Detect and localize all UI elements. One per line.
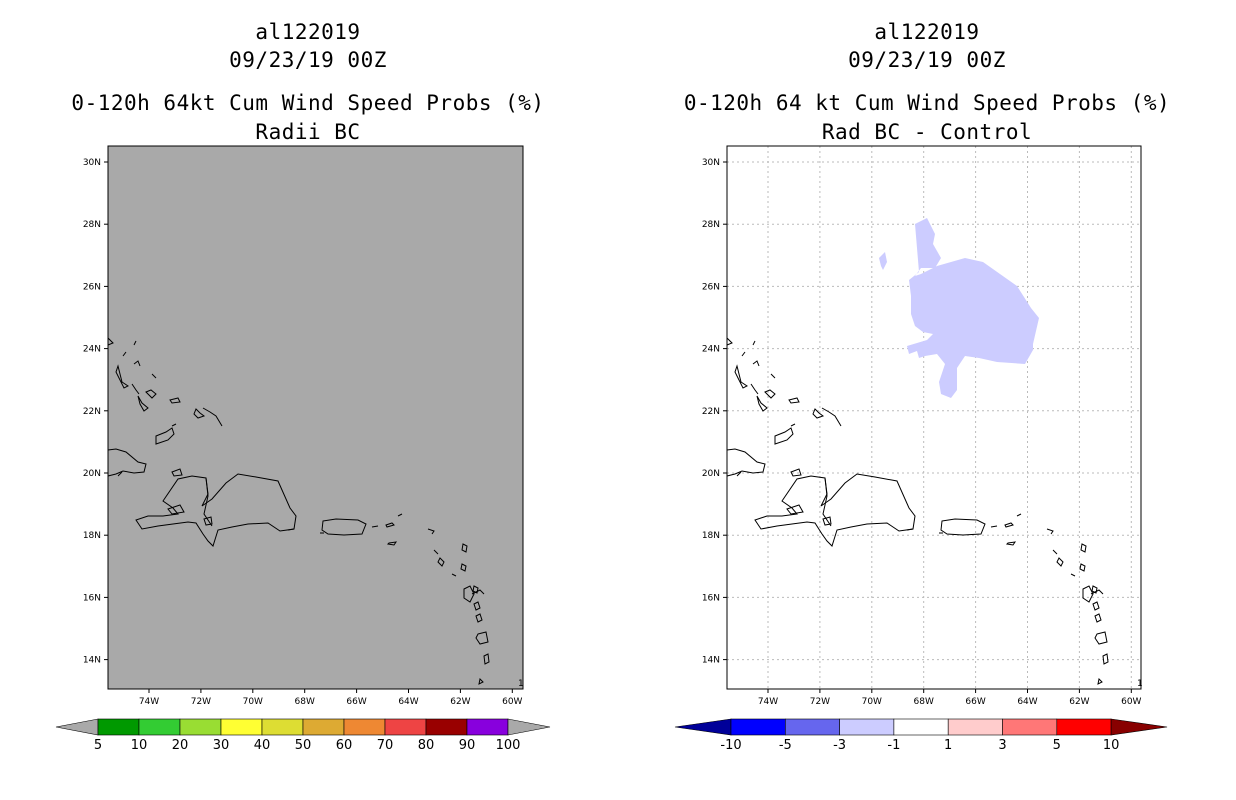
colorbar-swatch [1002, 718, 1058, 736]
lon-tick-label: 66W [346, 697, 366, 707]
right-corner-mark: 1 [1137, 679, 1143, 689]
left-subtitle: Radii BC [255, 120, 361, 144]
lon-tick-label: 68W [295, 697, 315, 707]
right-colorbar: -10 -5 -3 -1 1 3 5 10 [674, 718, 1168, 753]
left-storm-id: al122019 [255, 20, 361, 44]
colorbar-label: 5 [1053, 738, 1061, 753]
lon-tick-label: 60W [1121, 697, 1141, 707]
lon-tick-label: 74W [758, 697, 778, 707]
probability-difference-contour [907, 218, 1039, 398]
lon-tick-label: 62W [1069, 697, 1089, 707]
lat-tick-label: 30N [83, 158, 101, 168]
right-datetime: 09/23/19 00Z [848, 48, 1006, 72]
lat-tick-label: 20N [83, 469, 101, 479]
colorbar-swatch [220, 718, 263, 736]
lon-tick-label: 66W [965, 697, 985, 707]
colorbar-swatch [384, 718, 427, 736]
lat-tick-label: 14N [83, 656, 101, 666]
lat-tick-label: 18N [83, 531, 101, 541]
right-map-panel: 1 30N 28N 26N 24N 22N 20N 18N 16N 14N 74W 72W 70W 6… [702, 145, 1143, 707]
lon-tick-label: 62W [450, 697, 470, 707]
colorbar-label: 100 [496, 738, 521, 753]
colorbar-label: 10 [131, 738, 148, 753]
lat-tick-label: 28N [702, 220, 720, 230]
colorbar-label: 20 [172, 738, 189, 753]
lon-tick-label: 64W [1017, 697, 1037, 707]
colorbar-label: 1 [944, 738, 952, 753]
colorbar-swatch [261, 718, 304, 736]
lat-tick-label: 16N [702, 593, 720, 603]
colorbar-label: -10 [720, 738, 741, 753]
colorbar-label: 90 [459, 738, 476, 753]
lat-tick-label: 16N [83, 593, 101, 603]
colorbar-swatch [302, 718, 345, 736]
colorbar-end-high [507, 718, 551, 736]
colorbar-label: 30 [213, 738, 230, 753]
lat-tick-label: 22N [702, 407, 720, 417]
colorbar-label: 50 [295, 738, 312, 753]
left-map-panel: 1 30N 28N 26N 24N 22N 20N 18N 16N 14N 74W 72W 70W 6… [83, 145, 524, 707]
lat-tick-label: 24N [83, 345, 101, 355]
lat-tick-label: 30N [702, 158, 720, 168]
left-corner-mark: 1 [518, 679, 524, 689]
colorbar-end-low [674, 718, 732, 736]
right-lon-ticks: 74W 72W 70W 68W 66W 64W 62W 60W [758, 689, 1142, 707]
right-title: 0-120h 64 kt Cum Wind Speed Probs (%) [683, 91, 1171, 115]
colorbar-end-high [1110, 718, 1168, 736]
lon-tick-label: 70W [243, 697, 263, 707]
colorbar-label: 80 [418, 738, 435, 753]
left-map-background [107, 145, 524, 690]
lat-tick-label: 26N [702, 282, 720, 292]
left-datetime: 09/23/19 00Z [229, 48, 387, 72]
colorbar-label: 60 [336, 738, 353, 753]
right-lat-ticks: 30N 28N 26N 24N 22N 20N 18N 16N 14N [702, 158, 727, 666]
colorbar-swatch [97, 718, 140, 736]
lat-tick-label: 20N [702, 469, 720, 479]
left-colorbar: 5 10 20 30 40 50 60 70 80 90 100 [55, 718, 551, 753]
lon-tick-label: 72W [810, 697, 830, 707]
lat-tick-label: 18N [702, 531, 720, 541]
colorbar-label: -5 [779, 738, 792, 753]
lon-tick-label: 64W [398, 697, 418, 707]
colorbar-swatch [425, 718, 468, 736]
colorbar-swatch [343, 718, 386, 736]
lat-tick-label: 14N [702, 656, 720, 666]
left-lon-ticks: 74W 72W 70W 68W 66W 64W 62W 60W [139, 689, 523, 707]
colorbar-swatch [1056, 718, 1112, 736]
lon-tick-label: 72W [191, 697, 211, 707]
colorbar-swatch [730, 718, 786, 736]
lat-tick-label: 22N [83, 407, 101, 417]
colorbar-end-low [55, 718, 99, 736]
colorbar-swatch [784, 718, 840, 736]
lon-tick-label: 74W [139, 697, 159, 707]
lon-tick-label: 68W [914, 697, 934, 707]
right-storm-id: al122019 [874, 20, 980, 44]
left-lat-ticks: 30N 28N 26N 24N 22N 20N 18N 16N 14N [83, 158, 108, 666]
lat-tick-label: 24N [702, 345, 720, 355]
colorbar-label: -3 [833, 738, 846, 753]
colorbar-swatch [947, 718, 1003, 736]
right-subtitle: Rad BC - Control [821, 120, 1033, 144]
colorbar-swatch [839, 718, 895, 736]
colorbar-label: 10 [1103, 738, 1120, 753]
colorbar-label: 5 [94, 738, 102, 753]
lon-tick-label: 60W [502, 697, 522, 707]
colorbar-label: 70 [377, 738, 394, 753]
colorbar-swatch [893, 718, 949, 736]
left-title: 0-120h 64kt Cum Wind Speed Probs (%) [71, 91, 545, 115]
colorbar-label: -1 [887, 738, 900, 753]
colorbar-label: 3 [998, 738, 1006, 753]
colorbar-swatch [138, 718, 181, 736]
lat-tick-label: 28N [83, 220, 101, 230]
colorbar-swatch [466, 718, 509, 736]
colorbar-label: 40 [254, 738, 271, 753]
lat-tick-label: 26N [83, 282, 101, 292]
colorbar-swatch [179, 718, 222, 736]
probability-difference-contour-small [879, 252, 887, 270]
lon-tick-label: 70W [862, 697, 882, 707]
